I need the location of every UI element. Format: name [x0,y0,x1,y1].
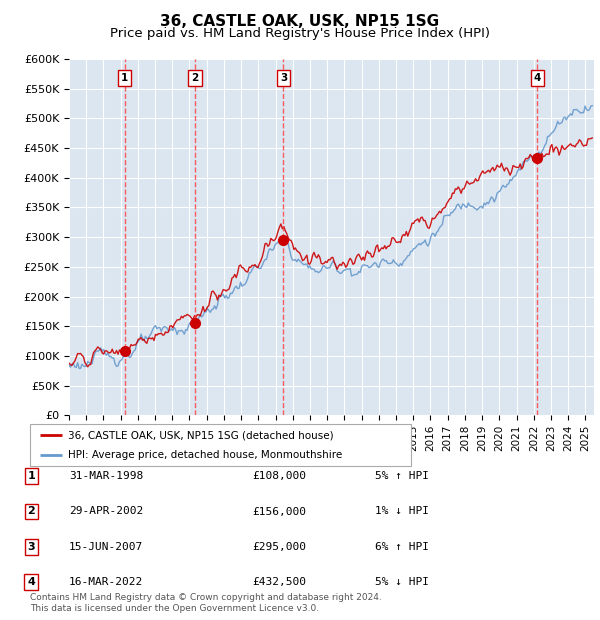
Text: 4: 4 [533,73,541,83]
Text: 6% ↑ HPI: 6% ↑ HPI [375,542,429,552]
FancyBboxPatch shape [30,424,411,466]
Text: 5% ↑ HPI: 5% ↑ HPI [375,471,429,481]
Text: HPI: Average price, detached house, Monmouthshire: HPI: Average price, detached house, Monm… [68,450,343,460]
Text: 3: 3 [28,542,35,552]
Text: 36, CASTLE OAK, USK, NP15 1SG (detached house): 36, CASTLE OAK, USK, NP15 1SG (detached … [68,430,334,440]
Text: 15-JUN-2007: 15-JUN-2007 [69,542,143,552]
Text: 1% ↓ HPI: 1% ↓ HPI [375,507,429,516]
Text: 1: 1 [28,471,35,481]
Text: 31-MAR-1998: 31-MAR-1998 [69,471,143,481]
Text: £295,000: £295,000 [252,542,306,552]
Text: Price paid vs. HM Land Registry's House Price Index (HPI): Price paid vs. HM Land Registry's House … [110,27,490,40]
Text: 16-MAR-2022: 16-MAR-2022 [69,577,143,587]
Text: 3: 3 [280,73,287,83]
Text: 2: 2 [28,507,35,516]
Text: £108,000: £108,000 [252,471,306,481]
Text: 1: 1 [121,73,128,83]
Text: 2: 2 [191,73,199,83]
Text: 36, CASTLE OAK, USK, NP15 1SG: 36, CASTLE OAK, USK, NP15 1SG [160,14,440,29]
Text: Contains HM Land Registry data © Crown copyright and database right 2024.
This d: Contains HM Land Registry data © Crown c… [30,593,382,613]
Text: £432,500: £432,500 [252,577,306,587]
Text: 5% ↓ HPI: 5% ↓ HPI [375,577,429,587]
Text: 4: 4 [27,577,35,587]
Text: £156,000: £156,000 [252,507,306,516]
Text: 29-APR-2002: 29-APR-2002 [69,507,143,516]
